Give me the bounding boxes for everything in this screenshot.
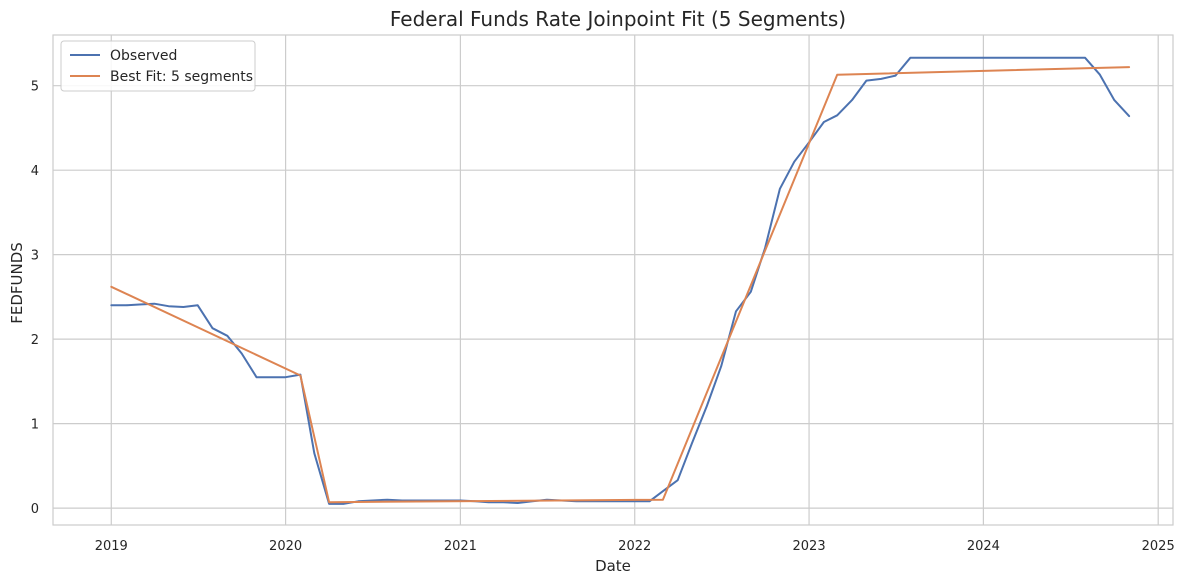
y-tick-label: 0: [31, 502, 39, 517]
x-tick-label: 2019: [95, 539, 128, 554]
series-group: [110, 56, 1131, 505]
y-tick-label: 3: [31, 249, 39, 264]
y-tick-label: 1: [31, 418, 39, 433]
legend-label-observed: Observed: [110, 48, 177, 64]
legend-label-best-fit: Best Fit: 5 segments: [110, 69, 253, 85]
legend-box: [60, 40, 256, 92]
x-axis-label: Date: [595, 557, 631, 575]
x-tick-label: 2020: [269, 539, 302, 554]
x-tick-label: 2023: [793, 539, 826, 554]
tick-labels: 2019 2020 2021 2022 2023 2024 2025 0 1 2 3 4 5: [31, 80, 1175, 554]
y-tick-label: 5: [31, 80, 39, 95]
chart-title: Federal Funds Rate Joinpoint Fit (5 Segm…: [390, 7, 846, 31]
x-tick-label: 2021: [444, 539, 477, 554]
y-axis-label: FEDFUNDS: [8, 242, 26, 324]
grid: [53, 35, 1173, 525]
legend: Observed Best Fit: 5 segments: [60, 40, 256, 92]
observed-series-line: [110, 56, 1131, 505]
x-tick-label: 2022: [618, 539, 651, 554]
x-tick-label: 2025: [1142, 539, 1175, 554]
best-fit-series-line: [110, 66, 1131, 504]
y-tick-label: 4: [31, 164, 39, 179]
plot-frame: [52, 34, 1174, 526]
x-tick-label: 2024: [967, 539, 1000, 554]
y-tick-label: 2: [31, 333, 39, 348]
